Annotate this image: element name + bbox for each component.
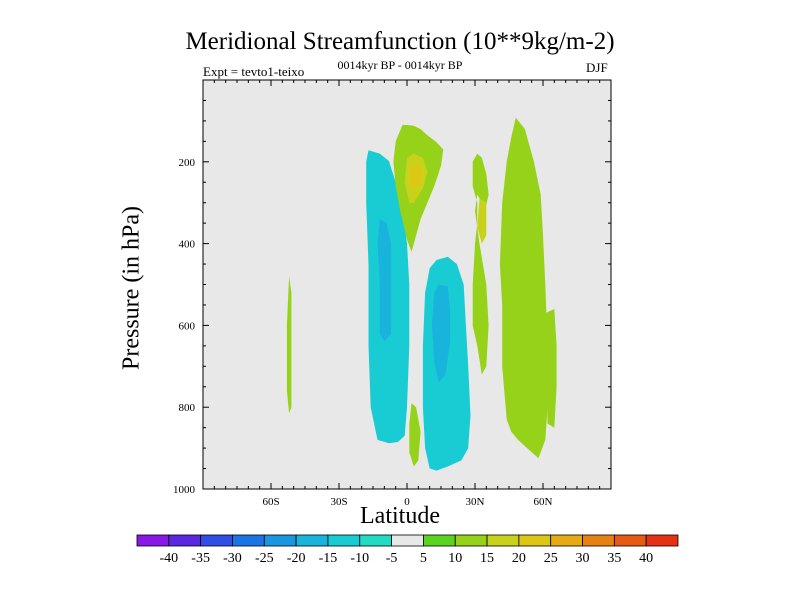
colorbar-label: 40 xyxy=(639,551,653,566)
colorbar-label: 10 xyxy=(448,551,462,566)
contour-region-sh-pole-strip xyxy=(246,182,249,318)
colorbar-box xyxy=(423,534,456,547)
x-tick-label: 0 xyxy=(404,496,410,508)
colorbar-box xyxy=(518,534,552,547)
x-tick-label: 60S xyxy=(262,496,279,508)
chart-title: Meridional Streamfunction (10**9kg/m-2) xyxy=(185,28,615,55)
colorbar-label: 30 xyxy=(576,551,590,566)
x-tick-label: 30N xyxy=(466,496,485,508)
colorbar-box xyxy=(263,534,297,547)
y-tick-label: 400 xyxy=(179,239,196,251)
colorbar-label: -5 xyxy=(386,551,398,566)
colorbar-label: -15 xyxy=(319,551,338,566)
colorbar-box xyxy=(232,534,265,547)
colorbar-box xyxy=(136,534,170,547)
colorbar-box xyxy=(359,534,392,547)
y-tick-label: 200 xyxy=(179,157,196,169)
colorbar-label: -40 xyxy=(159,551,178,566)
colorbar-box xyxy=(454,534,488,547)
colorbar-box xyxy=(486,534,520,547)
colorbar-box xyxy=(327,534,361,547)
colorbar-label: 15 xyxy=(480,551,494,566)
contour-region-hadley-positive-peak xyxy=(409,163,423,189)
colorbar-label: -35 xyxy=(191,551,210,566)
colorbar-label: -25 xyxy=(255,551,274,566)
colorbar-label: -20 xyxy=(287,551,306,566)
colorbar-label: 5 xyxy=(420,551,427,566)
colorbar-box xyxy=(391,534,424,547)
experiment-label: Expt = tevto1-teixo xyxy=(203,64,305,79)
contour-region-sh-upper-strip xyxy=(302,80,305,117)
x-axis-label: Latitude xyxy=(360,503,440,529)
y-tick-label: 1000 xyxy=(173,484,196,496)
contour-region-sh-highlat-strip xyxy=(259,80,265,453)
colorbar-box xyxy=(200,534,233,547)
chart-subtitle: 0014kyr BP - 0014kyr BP xyxy=(337,58,463,72)
colorbar-box xyxy=(582,534,615,547)
y-tick-label: 600 xyxy=(179,320,196,332)
season-label: DJF xyxy=(586,60,608,75)
colorbar-label: 25 xyxy=(544,551,558,566)
contour-region-sh-midlat-lower-lobe xyxy=(286,276,292,414)
contour-region-nh-core-min xyxy=(431,284,451,383)
colorbar-label: 35 xyxy=(607,551,621,566)
contour-region-ferrel-positive-cell xyxy=(499,117,548,459)
colorbar-box xyxy=(550,534,583,547)
x-tick-label: 30S xyxy=(330,496,347,508)
colorbar-box xyxy=(613,534,647,547)
contour-region-sh-core-min xyxy=(377,219,392,342)
y-tick-label: 800 xyxy=(179,402,196,414)
colorbar-label: -30 xyxy=(223,551,242,566)
contour-region-subtropical-positive-core xyxy=(477,198,487,244)
contour-region-ferrel-east-lobe xyxy=(545,309,557,428)
colorbar-box xyxy=(168,534,202,547)
x-tick-label: 60N xyxy=(534,496,553,508)
contour-region-sh-pole-speck xyxy=(246,386,249,402)
contour-region-equatorial-lower-lobe xyxy=(409,403,421,467)
colorbar-label: -10 xyxy=(350,551,369,566)
colorbar-box xyxy=(295,534,329,547)
colorbar-label: 20 xyxy=(512,551,526,566)
colorbar-box xyxy=(645,534,679,547)
